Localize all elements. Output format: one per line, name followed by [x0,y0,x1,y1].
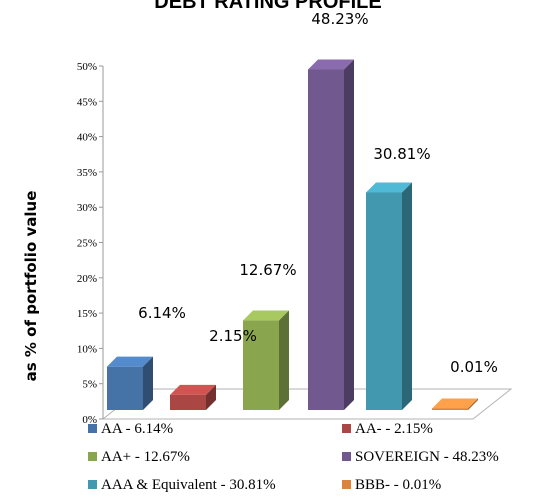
bar-front [170,394,206,410]
legend-swatch [88,480,97,489]
y-tick-label: 5% [82,379,97,391]
bar-top [308,59,354,70]
y-tick-label: 10% [77,343,97,355]
legend-label: AA+ - 12.67% [101,449,190,465]
chart-title: DEBT RATING PROFILE [154,0,381,13]
legend-item: BBB- - 0.01% [342,477,441,493]
data-label: 12.67% [239,261,296,279]
legend-swatch [88,452,97,461]
bar-front [243,320,279,410]
bar-front [107,366,143,410]
bar-bbb [432,398,478,410]
bar-aa [243,310,289,410]
bar-top [170,384,216,395]
data-label: 2.15% [209,327,257,345]
bar-top [243,310,289,321]
bar-sovereign [308,59,354,410]
bar-top [432,398,478,409]
bar-top [107,356,153,367]
legend-swatch [342,452,351,461]
legend-swatch [88,424,97,433]
legend-swatch [342,424,351,433]
data-label: 6.14% [138,304,186,322]
bar-side [402,182,412,410]
y-tick-label: 50% [77,61,97,73]
legend-swatch [342,480,351,489]
legend-label: SOVEREIGN - 48.23% [355,449,499,465]
bar-aa [170,384,216,410]
bar-aa [107,356,153,410]
bars [107,59,478,410]
bar-aaa-equivalent [366,182,412,410]
legend-label: AA- - 2.15% [355,421,433,437]
legend-item: AA - 6.14% [88,421,173,437]
data-label: 30.81% [373,145,430,163]
y-tick-label: 30% [77,202,97,214]
y-tick-label: 45% [77,96,97,108]
y-tick-label: 35% [77,167,97,179]
bar-side [468,398,478,410]
bar-side [279,310,289,410]
legend-label: AA - 6.14% [101,421,173,437]
legend-item: AA- - 2.15% [342,421,433,437]
legend-item: AAA & Equivalent - 30.81% [88,477,276,493]
legend-item: SOVEREIGN - 48.23% [342,449,499,465]
y-tick-labels: 0% 5% 10% 15% 20% 25% 30% 35% 40% 45% 50% [77,61,97,426]
y-tick-label: 20% [77,273,97,285]
y-tick-label: 25% [77,238,97,250]
bar-side [143,356,153,410]
legend: AA - 6.14% AA- - 2.15% AA+ - 12.67% SOVEREI… [88,421,499,493]
y-axis [99,65,104,420]
y-tick-label: 15% [77,308,97,320]
bar-front [308,69,344,410]
bar-top [366,182,412,193]
bar-front [366,192,402,410]
bar-side [206,384,216,410]
legend-item: AA+ - 12.67% [88,449,190,465]
data-label: 48.23% [311,10,368,28]
bar-front [432,408,468,410]
legend-label: AAA & Equivalent - 30.81% [101,477,276,493]
y-tick-label: 40% [77,132,97,144]
y-tick-label: 0% [82,414,97,426]
y-axis-label: as % of portfolio value [22,191,40,382]
legend-label: BBB- - 0.01% [355,477,441,493]
data-labels: 6.14% 2.15% 12.67% 48.23% 30.81% 0.01% [138,10,498,376]
data-label: 0.01% [450,358,498,376]
bar-side [344,59,354,410]
